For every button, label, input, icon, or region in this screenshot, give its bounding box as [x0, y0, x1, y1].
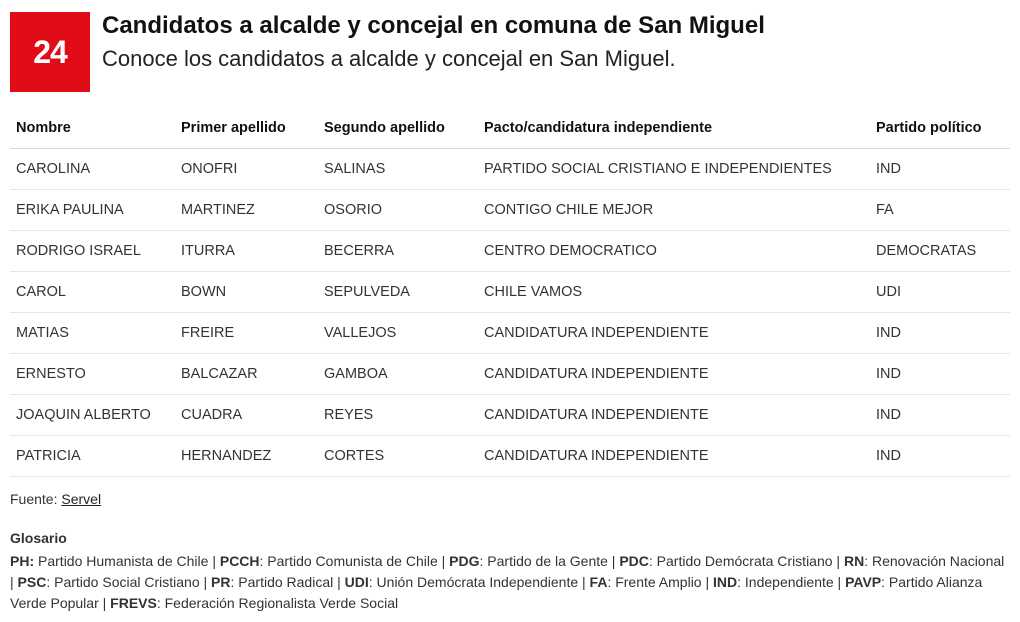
- cell-pacto: CHILE VAMOS: [478, 272, 870, 313]
- cell-nombre: ERNESTO: [10, 354, 175, 395]
- cell-segundo: SALINAS: [318, 149, 478, 190]
- channel-logo: 24: [10, 12, 90, 92]
- glossary-value: : Partido Radical |: [231, 574, 345, 590]
- table-body: CAROLINAONOFRISALINASPARTIDO SOCIAL CRIS…: [10, 149, 1010, 477]
- column-header: Pacto/candidatura independiente: [478, 110, 870, 149]
- glossary-key: PSC: [18, 574, 47, 590]
- glossary-value: : Frente Amplio |: [607, 574, 713, 590]
- table-header-row: NombrePrimer apellidoSegundo apellidoPac…: [10, 110, 1010, 149]
- cell-partido: FA: [870, 190, 1010, 231]
- source-link[interactable]: Servel: [61, 491, 101, 507]
- cell-nombre: RODRIGO ISRAEL: [10, 231, 175, 272]
- cell-partido: IND: [870, 354, 1010, 395]
- glossary-key: PDC: [619, 553, 649, 569]
- cell-primer: CUADRA: [175, 395, 318, 436]
- glossary-key: PH:: [10, 553, 34, 569]
- cell-pacto: CANDIDATURA INDEPENDIENTE: [478, 436, 870, 477]
- table-row: CAROLBOWNSEPULVEDACHILE VAMOSUDI: [10, 272, 1010, 313]
- glossary-value: Partido Humanista de Chile |: [34, 553, 220, 569]
- table-row: PATRICIAHERNANDEZCORTESCANDIDATURA INDEP…: [10, 436, 1010, 477]
- table-row: MATIASFREIREVALLEJOSCANDIDATURA INDEPEND…: [10, 313, 1010, 354]
- glossary-value: : Partido Comunista de Chile |: [260, 553, 450, 569]
- glossary-value: : Partido de la Gente |: [480, 553, 620, 569]
- glossary-key: FA: [590, 574, 608, 590]
- table-row: ERNESTOBALCAZARGAMBOACANDIDATURA INDEPEN…: [10, 354, 1010, 395]
- cell-pacto: CENTRO DEMOCRATICO: [478, 231, 870, 272]
- header: 24 Candidatos a alcalde y concejal en co…: [0, 0, 1020, 92]
- cell-nombre: ERIKA PAULINA: [10, 190, 175, 231]
- cell-segundo: BECERRA: [318, 231, 478, 272]
- glossary-value: : Independiente |: [737, 574, 845, 590]
- cell-primer: FREIRE: [175, 313, 318, 354]
- glossary-value: : Partido Social Cristiano |: [46, 574, 211, 590]
- cell-segundo: OSORIO: [318, 190, 478, 231]
- page-subtitle: Conoce los candidatos a alcalde y concej…: [102, 45, 765, 74]
- cell-partido: DEMOCRATAS: [870, 231, 1010, 272]
- cell-primer: ITURRA: [175, 231, 318, 272]
- source-line: Fuente: Servel: [10, 489, 1010, 510]
- cell-partido: IND: [870, 313, 1010, 354]
- glossary-key: PDG: [449, 553, 479, 569]
- candidates-table: NombrePrimer apellidoSegundo apellidoPac…: [10, 110, 1010, 477]
- cell-nombre: PATRICIA: [10, 436, 175, 477]
- table-row: RODRIGO ISRAELITURRABECERRACENTRO DEMOCR…: [10, 231, 1010, 272]
- source-label: Fuente:: [10, 491, 61, 507]
- glossary-key: UDI: [345, 574, 369, 590]
- glossary-key: PR: [211, 574, 230, 590]
- glossary-key: IND: [713, 574, 737, 590]
- cell-nombre: MATIAS: [10, 313, 175, 354]
- cell-nombre: CAROL: [10, 272, 175, 313]
- cell-primer: MARTINEZ: [175, 190, 318, 231]
- column-header: Partido político: [870, 110, 1010, 149]
- cell-partido: UDI: [870, 272, 1010, 313]
- glossary-key: PCCH: [220, 553, 260, 569]
- glossary-body: PH: Partido Humanista de Chile | PCCH: P…: [10, 551, 1010, 614]
- table-head: NombrePrimer apellidoSegundo apellidoPac…: [10, 110, 1010, 149]
- cell-segundo: CORTES: [318, 436, 478, 477]
- cell-nombre: JOAQUIN ALBERTO: [10, 395, 175, 436]
- logo-text: 24: [33, 34, 67, 71]
- cell-partido: IND: [870, 436, 1010, 477]
- glossary-value: : Unión Demócrata Independiente |: [369, 574, 590, 590]
- header-titles: Candidatos a alcalde y concejal en comun…: [102, 12, 765, 73]
- cell-nombre: CAROLINA: [10, 149, 175, 190]
- cell-segundo: REYES: [318, 395, 478, 436]
- column-header: Segundo apellido: [318, 110, 478, 149]
- cell-segundo: SEPULVEDA: [318, 272, 478, 313]
- candidates-table-wrap: NombrePrimer apellidoSegundo apellidoPac…: [0, 92, 1020, 477]
- glossary-key: RN: [844, 553, 864, 569]
- footer: Fuente: Servel Glosario PH: Partido Huma…: [0, 477, 1020, 622]
- column-header: Primer apellido: [175, 110, 318, 149]
- cell-segundo: VALLEJOS: [318, 313, 478, 354]
- cell-pacto: CONTIGO CHILE MEJOR: [478, 190, 870, 231]
- cell-partido: IND: [870, 395, 1010, 436]
- cell-primer: BALCAZAR: [175, 354, 318, 395]
- cell-pacto: CANDIDATURA INDEPENDIENTE: [478, 395, 870, 436]
- cell-pacto: PARTIDO SOCIAL CRISTIANO E INDEPENDIENTE…: [478, 149, 870, 190]
- table-row: JOAQUIN ALBERTOCUADRAREYESCANDIDATURA IN…: [10, 395, 1010, 436]
- glossary-title: Glosario: [10, 528, 1010, 549]
- column-header: Nombre: [10, 110, 175, 149]
- cell-partido: IND: [870, 149, 1010, 190]
- cell-pacto: CANDIDATURA INDEPENDIENTE: [478, 313, 870, 354]
- table-row: ERIKA PAULINAMARTINEZOSORIOCONTIGO CHILE…: [10, 190, 1010, 231]
- cell-primer: HERNANDEZ: [175, 436, 318, 477]
- glossary-value: : Partido Demócrata Cristiano |: [649, 553, 844, 569]
- cell-pacto: CANDIDATURA INDEPENDIENTE: [478, 354, 870, 395]
- table-row: CAROLINAONOFRISALINASPARTIDO SOCIAL CRIS…: [10, 149, 1010, 190]
- glossary-key: PAVP: [845, 574, 881, 590]
- cell-primer: ONOFRI: [175, 149, 318, 190]
- page-title: Candidatos a alcalde y concejal en comun…: [102, 12, 765, 41]
- cell-segundo: GAMBOA: [318, 354, 478, 395]
- cell-primer: BOWN: [175, 272, 318, 313]
